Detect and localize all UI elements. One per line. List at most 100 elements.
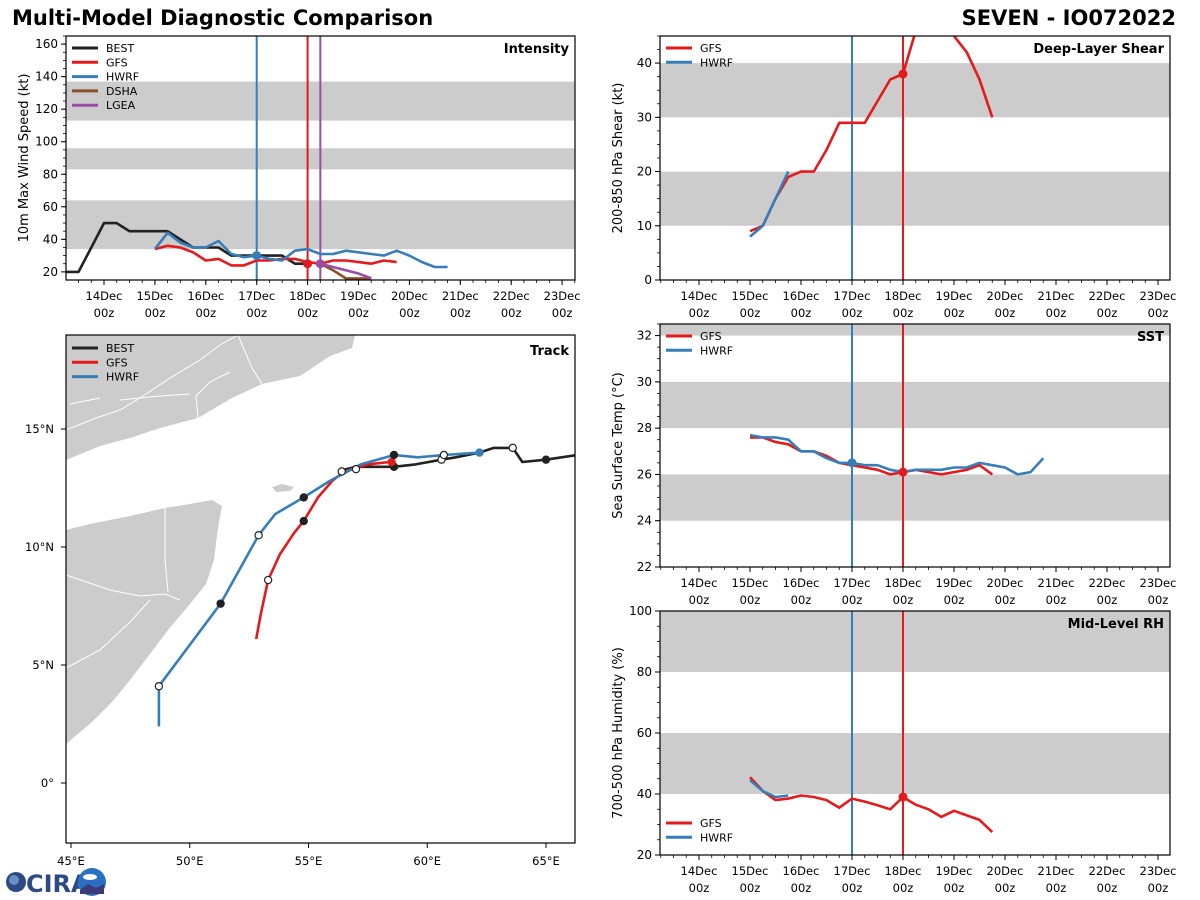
land-arabia — [66, 335, 355, 460]
axes-frame — [65, 334, 576, 844]
x-tick-label-day: 14Dec — [681, 576, 718, 590]
x-tick-label-hour: 00z — [689, 306, 710, 320]
border-line — [66, 335, 239, 431]
x-tick-label-day: 19Dec — [936, 576, 973, 590]
y-tick-label: 40 — [637, 56, 652, 70]
track-point-hwrf — [254, 531, 263, 540]
plot-area — [660, 611, 1170, 855]
legend-label-hwrf: HWRF — [700, 344, 733, 357]
x-tick-label-day: 17Dec — [834, 864, 871, 878]
y-tick-label: 10 — [637, 219, 652, 233]
series-line-lgea — [319, 262, 372, 280]
legend-label-dsha: DSHA — [106, 85, 138, 98]
lon-tick-label: 65°E — [532, 854, 560, 868]
lat-tick-label: 5°N — [32, 658, 54, 672]
x-tick-label-hour: 00z — [195, 306, 216, 320]
threshold-band — [660, 324, 1170, 336]
x-tick-label-hour: 00z — [944, 306, 965, 320]
y-axis-label: Sea Surface Temp (°C) — [611, 372, 626, 519]
y-tick-label: 32 — [637, 329, 652, 343]
series-line-gfs — [749, 36, 994, 233]
panel-title: Track — [530, 344, 569, 359]
y-tick-label: 30 — [637, 110, 652, 124]
legend-label-gfs: GFS — [700, 42, 722, 55]
track-point-hwrf — [389, 450, 399, 460]
y-tick-label: 140 — [35, 70, 58, 84]
y-tick-label: 100 — [35, 135, 58, 149]
x-tick-label-day: 19Dec — [340, 289, 377, 303]
x-tick-label-day: 22Dec — [1089, 864, 1126, 878]
x-tick-label-hour: 00z — [1097, 881, 1118, 895]
y-tick-label: 28 — [637, 421, 652, 435]
track-point-hwrf — [439, 450, 449, 460]
series-line-dsha — [319, 262, 372, 280]
y-tick-label: 20 — [43, 265, 58, 279]
y-tick-label: 80 — [637, 665, 652, 679]
x-tick-label-day: 20Dec — [391, 289, 428, 303]
land-somalia — [66, 500, 222, 744]
intensity-panel: 20 40 60 80 100 120 140 160 14Dec 00z 15Dec 00z 16De… — [17, 35, 581, 320]
x-tick-label-day: 20Dec — [987, 289, 1024, 303]
y-axis-label: 200-850 hPa Shear (kt) — [611, 83, 626, 234]
border-line — [66, 574, 181, 601]
x-tick-label-hour: 00z — [1046, 881, 1067, 895]
panel-title: SST — [1137, 330, 1164, 345]
x-tick-label-day: 18Dec — [885, 864, 922, 878]
x-tick-label-hour: 00z — [348, 306, 369, 320]
x-tick-label-hour: 00z — [246, 306, 267, 320]
lat-tick-label: 0° — [41, 776, 54, 790]
x-tick-label-day: 15Dec — [136, 289, 173, 303]
x-tick-label-day: 17Dec — [834, 289, 871, 303]
x-tick-label-day: 20Dec — [987, 864, 1024, 878]
lon-tick-label: 45°E — [57, 854, 85, 868]
x-tick-label-day: 19Dec — [936, 289, 973, 303]
legend-label-hwrf: HWRF — [106, 71, 139, 84]
y-tick-label: 20 — [637, 165, 652, 179]
x-tick-label-hour: 00z — [1148, 593, 1169, 607]
series-line-hwrf — [749, 779, 789, 799]
y-tick-label: 60 — [43, 200, 58, 214]
x-tick-label-day: 22Dec — [493, 289, 530, 303]
border-line — [66, 599, 151, 669]
y-tick-label: 20 — [637, 848, 652, 862]
x-tick-label-day: 23Dec — [1140, 864, 1177, 878]
y-tick-label: 26 — [637, 467, 652, 481]
shear-panel: 0 10 20 30 40 14Dec 00z 15Dec 00z 16Dec 00z 17Dec 00… — [611, 35, 1177, 320]
legend-label-gfs: GFS — [106, 356, 128, 369]
x-tick-label-hour: 00z — [893, 306, 914, 320]
y-tick-label: 40 — [637, 787, 652, 801]
x-tick-label-hour: 00z — [995, 593, 1016, 607]
x-tick-label-day: 22Dec — [1089, 289, 1126, 303]
x-tick-label-hour: 00z — [1148, 306, 1169, 320]
legend-label-gfs: GFS — [700, 330, 722, 343]
plot-area — [66, 36, 575, 280]
lat-tick-label: 15°N — [25, 422, 54, 436]
y-tick-label: 80 — [43, 167, 58, 181]
marker-gfs — [898, 467, 908, 477]
rh-panel: 20 40 60 80 100 14Dec 00z 15Dec 00z 16Dec 00z 17Dec… — [611, 604, 1176, 895]
x-tick-label-hour: 00z — [893, 881, 914, 895]
land-socotra — [272, 484, 294, 492]
legend-label-hwrf: HWRF — [700, 831, 733, 844]
legend-label-hwrf: HWRF — [700, 56, 733, 69]
panel-title: Mid-Level RH — [1068, 617, 1164, 632]
x-tick-label-day: 19Dec — [936, 864, 973, 878]
series-line-gfs — [749, 776, 994, 834]
y-axis-label: 10m Max Wind Speed (kt) — [17, 74, 32, 243]
sst-panel: 22 24 26 28 30 32 14Dec 00z 15Dec 00z 16Dec 00z 17De… — [611, 323, 1176, 607]
plot-area — [660, 36, 1170, 280]
legend-label-best: BEST — [106, 342, 134, 355]
x-tick-label-hour: 00z — [842, 881, 863, 895]
x-tick-label-day: 18Dec — [885, 289, 922, 303]
map-area — [66, 335, 575, 744]
threshold-band — [660, 611, 1170, 672]
legend-label-hwrf: HWRF — [106, 371, 139, 384]
x-tick-label-day: 16Dec — [783, 289, 820, 303]
x-tick-label-hour: 00z — [501, 306, 522, 320]
x-tick-label-hour: 00z — [740, 593, 761, 607]
x-tick-label-hour: 00z — [740, 306, 761, 320]
x-tick-label-day: 23Dec — [1140, 289, 1177, 303]
x-tick-label-hour: 00z — [944, 881, 965, 895]
series-line-hwrf — [153, 231, 448, 269]
border-line — [164, 508, 169, 593]
